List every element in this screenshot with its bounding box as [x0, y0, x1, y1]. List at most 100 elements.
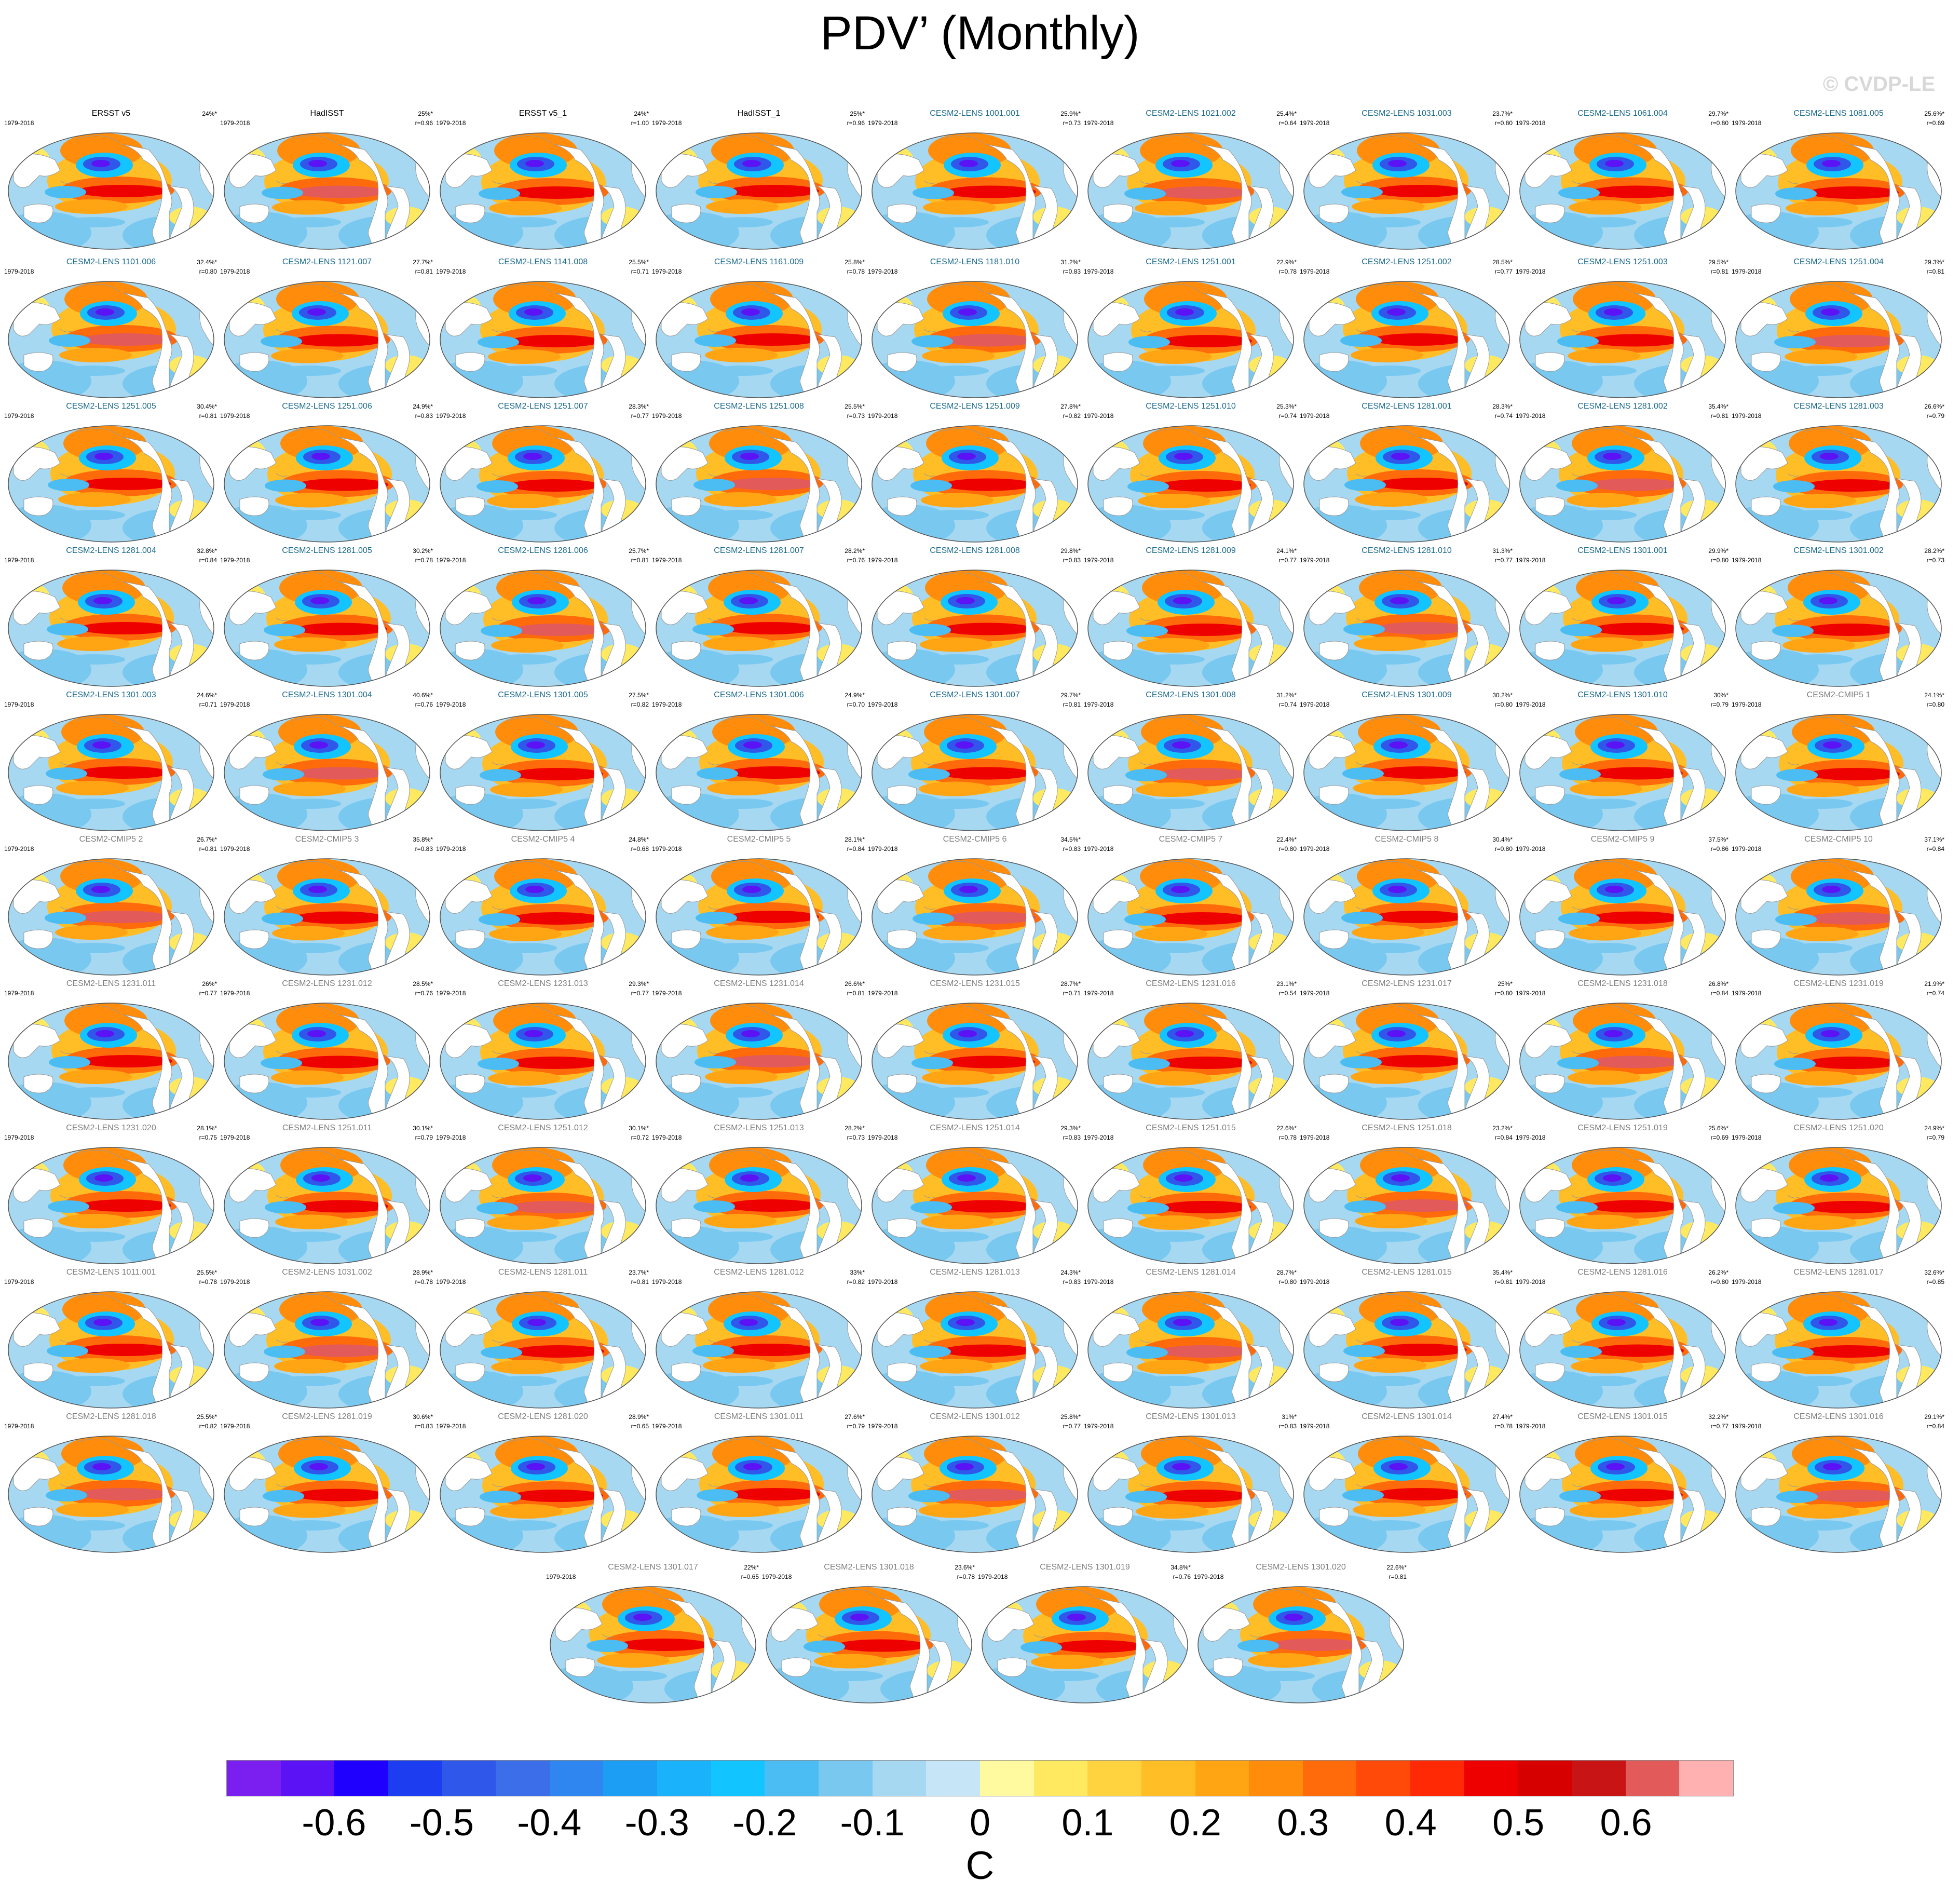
colorbar-tick-label: -0.4 — [517, 1802, 582, 1844]
panel-period: 1979-2018 — [1300, 845, 1330, 853]
panel-period: 1979-2018 — [1732, 557, 1762, 564]
panel-period: 1979-2018 — [652, 412, 682, 420]
panel-period: 1979-2018 — [1516, 557, 1546, 564]
credit-label: © CVDP-LE — [1822, 73, 1935, 96]
panel-correlation: r=0.77 — [1063, 1423, 1081, 1430]
colorbar-swatch — [280, 1761, 335, 1796]
sst-pattern-map — [1519, 858, 1726, 976]
panel-correlation: r=0.84 — [1926, 845, 1944, 853]
sst-pattern-map — [872, 1147, 1078, 1264]
map-panel: CESM2-CMIP5 8 1979-2018 30.4%* r=0.80 — [1299, 835, 1515, 979]
panel-title: CESM2-LENS 1301.019 — [1040, 1563, 1130, 1572]
sst-pattern-map — [1519, 425, 1726, 543]
sst-pattern-map — [8, 858, 214, 976]
panel-correlation: r=0.86 — [1710, 845, 1728, 853]
panel-correlation: r=0.80 — [1710, 557, 1728, 564]
panel-correlation: r=0.77 — [199, 990, 217, 997]
map-panel: CESM2-LENS 1281.008 1979-2018 29.8%* r=0.83 — [867, 546, 1083, 691]
panel-correlation: r=0.83 — [415, 845, 433, 853]
panel-correlation: r=0.84 — [199, 557, 217, 564]
map-panel: CESM2-CMIP5 2 1979-2018 26.7%* r=0.81 — [3, 835, 219, 979]
panel-percent: 35.4%* — [1708, 403, 1728, 410]
map-panel: CESM2-LENS 1251.011 1979-2018 30.1%* r=0.79 — [219, 1124, 435, 1268]
panel-period: 1979-2018 — [220, 268, 250, 275]
panel-period: 1979-2018 — [1516, 268, 1546, 275]
panel-percent: 25.8%* — [1060, 1413, 1081, 1420]
map-panel: CESM2-LENS 1301.013 1979-2018 31%* r=0.83 — [1083, 1412, 1299, 1557]
panel-correlation: r=0.71 — [199, 701, 217, 708]
panel-period: 1979-2018 — [436, 412, 466, 420]
panel-period: 1979-2018 — [1300, 412, 1330, 420]
sst-pattern-map — [872, 1436, 1078, 1553]
sst-pattern-map — [1735, 132, 1942, 250]
map-panel: CESM2-LENS 1001.001 1979-2018 25.9%* r=0.73 — [867, 109, 1083, 253]
colorbar-swatch — [1464, 1761, 1518, 1796]
panel-percent: 23.6%* — [955, 1564, 975, 1571]
panel-title: CESM2-LENS 1031.003 — [1362, 109, 1452, 118]
panel-correlation: r=0.71 — [631, 268, 649, 275]
panel-title: CESM2-LENS 1251.002 — [1362, 258, 1452, 266]
map-panel: CESM2-LENS 1301.002 1979-2018 28.2%* r=0.73 — [1731, 546, 1947, 691]
map-panel: CESM2-LENS 1231.013 1979-2018 29.3%* r=0.77 — [435, 979, 651, 1124]
panel-percent: 30.1%* — [629, 1125, 649, 1132]
sst-pattern-map — [224, 858, 430, 976]
sst-pattern-map — [1087, 714, 1294, 831]
panel-percent: 30.4%* — [1492, 836, 1513, 843]
panel-period: 1979-2018 — [1516, 1423, 1546, 1430]
panel-correlation: r=0.80 — [1494, 990, 1513, 997]
panel-title: CESM2-CMIP5 1 — [1806, 691, 1871, 699]
sst-pattern-map — [1735, 281, 1942, 398]
colorbar-swatch — [442, 1761, 496, 1796]
panel-period: 1979-2018 — [652, 1134, 682, 1141]
panel-period: 1979-2018 — [1732, 119, 1762, 127]
panel-title: CESM2-LENS 1281.015 — [1362, 1268, 1452, 1277]
sst-pattern-map — [1735, 714, 1942, 831]
map-panel: CESM2-LENS 1251.006 1979-2018 24.9%* r=0.83 — [219, 402, 435, 546]
panel-percent: 25.8%* — [845, 259, 865, 266]
panel-correlation: r=0.76 — [847, 557, 865, 564]
map-panel: CESM2-LENS 1301.018 1979-2018 23.6%* r=0.78 — [761, 1563, 977, 1707]
panel-period: 1979-2018 — [868, 845, 898, 853]
panel-title: CESM2-LENS 1281.020 — [498, 1412, 588, 1421]
map-panel: CESM2-LENS 1251.010 1979-2018 25.3%* r=0.74 — [1083, 402, 1299, 546]
panel-title: CESM2-LENS 1251.013 — [714, 1124, 804, 1132]
panel-period: 1979-2018 — [1516, 1134, 1546, 1141]
panel-percent: 27.8%* — [1060, 403, 1081, 410]
panel-percent: 22%* — [744, 1564, 759, 1571]
panel-title: CESM2-LENS 1281.011 — [498, 1268, 588, 1277]
sst-pattern-map — [8, 132, 214, 250]
map-panel: CESM2-LENS 1281.020 1979-2018 28.9%* r=0.65 — [435, 1412, 651, 1557]
colorbar-swatch — [1356, 1761, 1411, 1796]
colorbar-swatch — [1249, 1761, 1303, 1796]
panel-correlation: r=0.82 — [1063, 412, 1081, 420]
map-panel: CESM2-LENS 1251.019 1979-2018 25.6%* r=0.69 — [1515, 1124, 1731, 1268]
sst-pattern-map — [656, 858, 862, 976]
map-panel: CESM2-LENS 1061.004 1979-2018 29.7%* r=0.80 — [1515, 109, 1731, 253]
sst-pattern-map — [1087, 425, 1294, 543]
panel-percent: 25%* — [1498, 980, 1513, 987]
panel-correlation: r=0.84 — [1926, 1423, 1944, 1430]
panel-title: CESM2-CMIP5 8 — [1374, 835, 1439, 844]
panel-period: 1979-2018 — [1084, 412, 1114, 420]
sst-pattern-map — [1519, 1436, 1726, 1553]
panel-period: 1979-2018 — [1300, 1278, 1330, 1286]
sst-pattern-map — [8, 1147, 214, 1264]
panel-correlation: r=0.82 — [199, 1423, 217, 1430]
panel-title: CESM2-LENS 1181.010 — [930, 258, 1020, 266]
map-panel: CESM2-LENS 1251.018 1979-2018 23.2%* r=0.84 — [1299, 1124, 1515, 1268]
colorbar-tick-label: 0.1 — [1061, 1802, 1114, 1844]
panel-period: 1979-2018 — [1084, 119, 1114, 127]
panel-correlation: r=0.80 — [199, 268, 217, 275]
map-panel: CESM2-LENS 1281.016 1979-2018 26.2%* r=0.80 — [1515, 1268, 1731, 1412]
panel-correlation: r=0.78 — [1278, 268, 1297, 275]
panel-percent: 26%* — [202, 980, 217, 987]
panel-period: 1979-2018 — [436, 990, 466, 997]
colorbar-tick-label: 0.5 — [1492, 1802, 1545, 1844]
map-panel: CESM2-LENS 1231.011 1979-2018 26%* r=0.77 — [3, 979, 219, 1124]
panel-percent: 26.6%* — [845, 980, 865, 987]
panel-percent: 22.9%* — [1276, 259, 1297, 266]
map-panel: CESM2-LENS 1231.012 1979-2018 28.5%* r=0.76 — [219, 979, 435, 1124]
panel-correlation: r=0.80 — [1710, 119, 1728, 127]
sst-pattern-map — [224, 570, 430, 687]
sst-pattern-map — [1087, 1436, 1294, 1553]
